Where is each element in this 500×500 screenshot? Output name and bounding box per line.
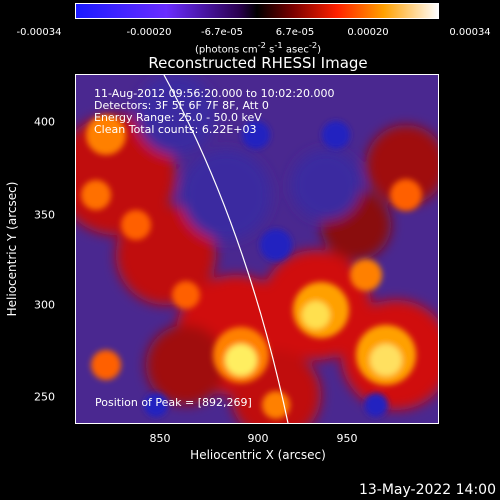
annotation-line: Detectors: 3F 5F 6F 7F 8F, Att 0 bbox=[94, 99, 269, 112]
x-axis-label: Heliocentric X (arcsec) bbox=[190, 448, 326, 462]
colorbar-tick: -6.7e-05 bbox=[201, 27, 243, 38]
colorbar-tick: -0.00020 bbox=[126, 27, 172, 38]
plot-title: Reconstructed RHESSI Image bbox=[148, 54, 368, 72]
timestamp-footer: 13-May-2022 14:00 bbox=[358, 482, 496, 498]
annotation-line: Clean Total counts: 6.22E+03 bbox=[94, 123, 257, 136]
y-tick: 400 bbox=[34, 115, 55, 129]
colorbar-unit: (photons cm-2 s-1 asec-2) bbox=[194, 40, 322, 56]
colorbar-tick: -0.00034 bbox=[16, 27, 62, 38]
x-tick: 950 bbox=[336, 432, 358, 445]
y-tick: 350 bbox=[34, 208, 55, 222]
observation-annotation: 11-Aug-2012 09:56:20.000 to 10:02:20.000… bbox=[94, 88, 335, 136]
y-axis-label: Heliocentric Y (arcsec) bbox=[5, 181, 19, 317]
annotation-line: Energy Range: 25.0 - 50.0 keV bbox=[94, 111, 262, 124]
x-tick: 850 bbox=[149, 432, 171, 445]
image-plot bbox=[75, 74, 439, 424]
colorbar bbox=[75, 3, 439, 19]
x-tick: 900 bbox=[247, 432, 269, 445]
y-tick: 300 bbox=[34, 298, 55, 312]
colorbar-tick: 0.00020 bbox=[347, 27, 389, 38]
annotation-line: 11-Aug-2012 09:56:20.000 to 10:02:20.000 bbox=[94, 87, 335, 100]
colorbar-tick: 6.7e-05 bbox=[275, 27, 315, 38]
y-tick: 250 bbox=[34, 390, 55, 404]
colorbar-tick: 0.00034 bbox=[449, 27, 491, 38]
peak-position-label: Position of Peak = [892,269] bbox=[95, 396, 252, 409]
